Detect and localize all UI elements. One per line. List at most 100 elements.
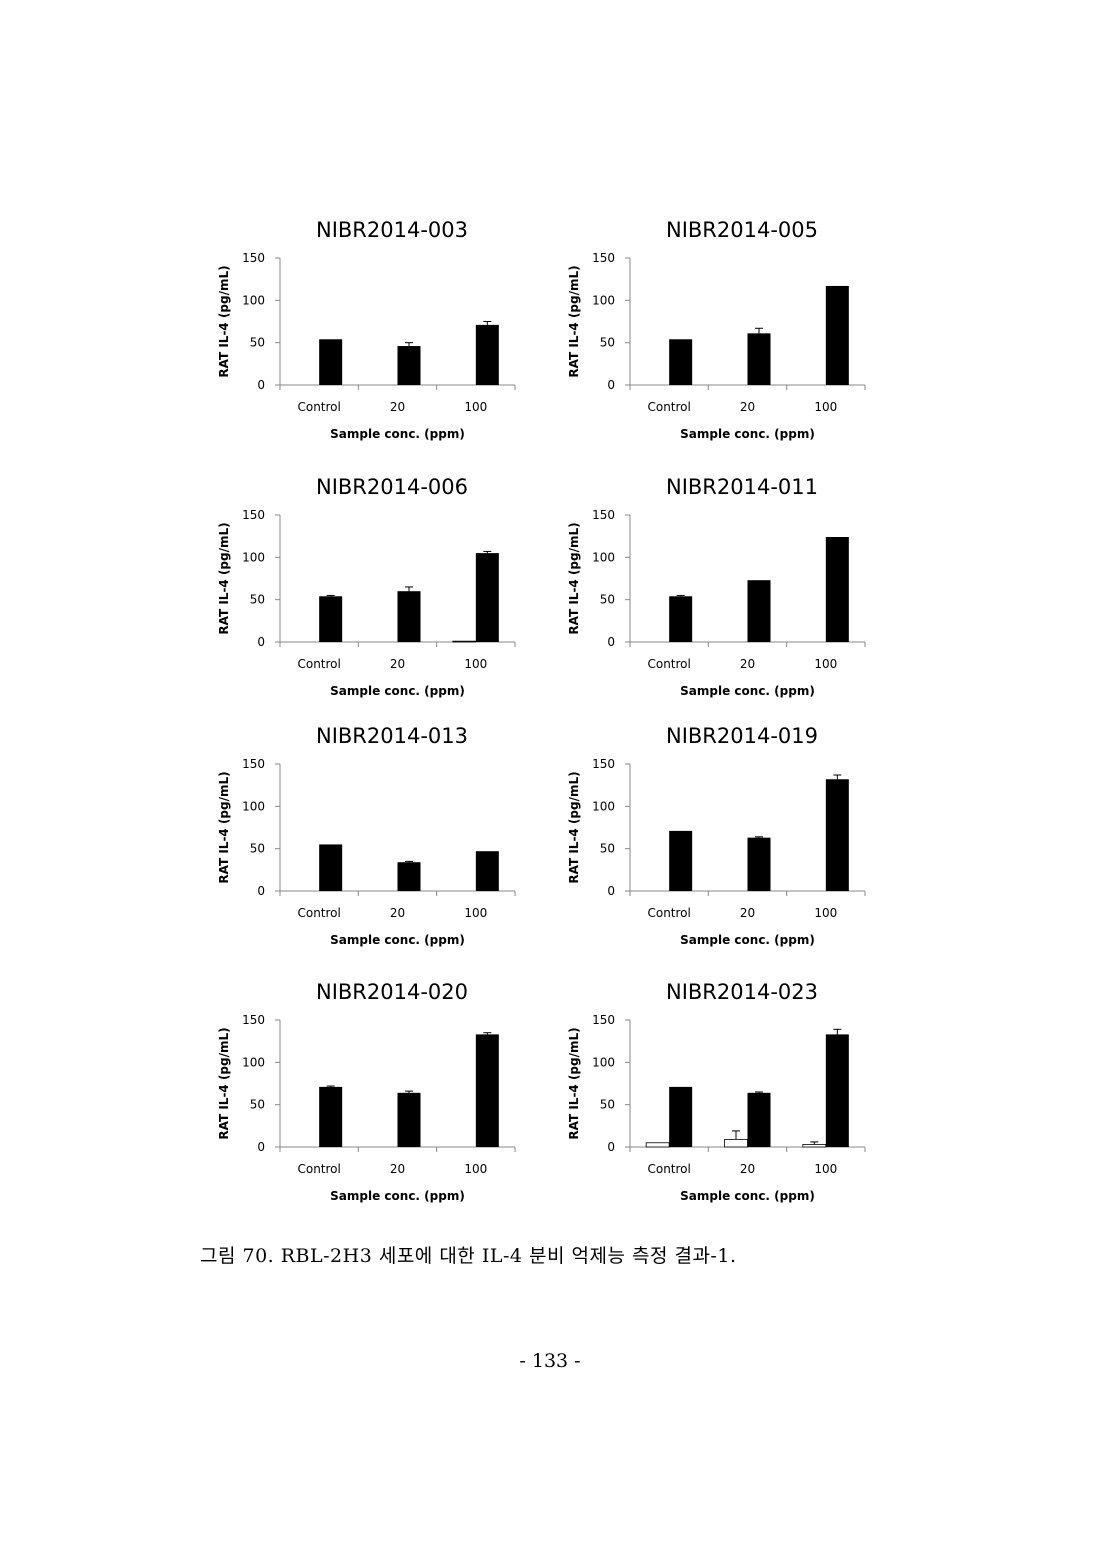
y-tick-label: 0 bbox=[257, 378, 265, 392]
bar-filled bbox=[319, 596, 343, 642]
bar-filled bbox=[397, 1092, 421, 1147]
x-tick-label: 100 bbox=[464, 1162, 487, 1176]
y-tick-label: 150 bbox=[592, 757, 615, 771]
y-tick-label: 100 bbox=[592, 799, 615, 813]
bar-open bbox=[724, 1138, 748, 1148]
x-tick-label: 20 bbox=[390, 906, 405, 920]
bar-filled bbox=[319, 1086, 343, 1147]
y-tick-label: 0 bbox=[607, 884, 615, 898]
x-axis-label: Sample conc. (ppm) bbox=[330, 933, 465, 947]
figure-caption: 그림 70. RBL-2H3 세포에 대한 IL-4 분비 억제능 측정 결과-… bbox=[200, 1245, 737, 1267]
bar-filled bbox=[825, 1034, 849, 1147]
y-axis-label: RAT IL-4 (pg/mL) bbox=[217, 265, 231, 377]
x-tick-label: 100 bbox=[814, 400, 837, 414]
y-tick-label: 150 bbox=[242, 251, 265, 265]
x-tick-label: 100 bbox=[814, 1162, 837, 1176]
y-tick-label: 100 bbox=[592, 550, 615, 564]
bar-open bbox=[645, 1142, 670, 1148]
y-tick-label: 50 bbox=[250, 336, 265, 350]
x-axis-label: Sample conc. (ppm) bbox=[680, 427, 815, 441]
chart-title: NIBR2014-019 bbox=[666, 724, 818, 748]
bar-filled bbox=[669, 830, 693, 891]
bar-filled bbox=[747, 580, 771, 642]
chart-svg: NIBR2014-013 0 50 100 150 Control 20 100 Sample … bbox=[217, 724, 516, 947]
y-axis-label: RAT IL-4 (pg/mL) bbox=[567, 1027, 581, 1139]
chart-svg: NIBR2014-003 0 50 100 150 Control 20 100 Sample … bbox=[217, 218, 516, 441]
y-axis-label: RAT IL-4 (pg/mL) bbox=[567, 265, 581, 377]
chart-panel: NIBR2014-023 0 50 100 150 Control 20 100 Sample … bbox=[555, 977, 895, 1222]
x-tick-label: 100 bbox=[464, 400, 487, 414]
y-tick-label: 150 bbox=[242, 508, 265, 522]
chart-svg: NIBR2014-011 0 50 100 150 Control 20 100 Sample … bbox=[567, 475, 866, 698]
bar-open bbox=[452, 640, 477, 643]
bar-filled bbox=[669, 1086, 693, 1147]
chart-panel: NIBR2014-011 0 50 100 150 Control 20 100 Sample … bbox=[555, 472, 895, 717]
y-axis-label: RAT IL-4 (pg/mL) bbox=[567, 771, 581, 883]
y-axis-label: RAT IL-4 (pg/mL) bbox=[567, 522, 581, 634]
x-tick-label: 100 bbox=[814, 657, 837, 671]
x-axis-label: Sample conc. (ppm) bbox=[680, 1189, 815, 1203]
x-tick-label: Control bbox=[647, 657, 690, 671]
bar-filled bbox=[397, 346, 421, 385]
bar-filled bbox=[319, 844, 343, 891]
x-tick-label: 20 bbox=[390, 1162, 405, 1176]
chart-title: NIBR2014-003 bbox=[316, 218, 468, 242]
page-number: - 133 - bbox=[519, 1350, 581, 1372]
x-tick-label: Control bbox=[647, 906, 690, 920]
y-tick-label: 50 bbox=[250, 1098, 265, 1112]
x-tick-label: 20 bbox=[390, 657, 405, 671]
chart-svg: NIBR2014-006 0 50 100 150 Control 20 100 Sample … bbox=[217, 475, 516, 698]
y-tick-label: 150 bbox=[592, 508, 615, 522]
bar-filled bbox=[747, 333, 771, 385]
chart-title: NIBR2014-020 bbox=[316, 980, 468, 1004]
y-tick-label: 0 bbox=[607, 1140, 615, 1154]
x-tick-label: Control bbox=[647, 400, 690, 414]
x-tick-label: 100 bbox=[464, 906, 487, 920]
y-tick-label: 50 bbox=[250, 593, 265, 607]
x-tick-label: 20 bbox=[740, 1162, 755, 1176]
bar-filled bbox=[747, 837, 771, 891]
chart-title: NIBR2014-023 bbox=[666, 980, 818, 1004]
x-axis-label: Sample conc. (ppm) bbox=[330, 427, 465, 441]
chart-title: NIBR2014-005 bbox=[666, 218, 818, 242]
y-tick-label: 0 bbox=[257, 635, 265, 649]
bar-filled bbox=[825, 285, 849, 385]
y-axis-label: RAT IL-4 (pg/mL) bbox=[217, 771, 231, 883]
bar-filled bbox=[669, 339, 693, 385]
chart-svg: NIBR2014-019 0 50 100 150 Control 20 100 Sample … bbox=[567, 724, 866, 947]
chart-svg: NIBR2014-023 0 50 100 150 Control 20 100 Sample … bbox=[567, 980, 866, 1203]
bar-open bbox=[802, 1144, 827, 1148]
x-axis-label: Sample conc. (ppm) bbox=[680, 933, 815, 947]
y-tick-label: 150 bbox=[242, 1013, 265, 1027]
x-tick-label: Control bbox=[647, 1162, 690, 1176]
chart-title: NIBR2014-006 bbox=[316, 475, 468, 499]
x-axis-label: Sample conc. (ppm) bbox=[680, 684, 815, 698]
y-tick-label: 0 bbox=[607, 635, 615, 649]
chart-panel: NIBR2014-013 0 50 100 150 Control 20 100 Sample … bbox=[205, 721, 545, 966]
y-tick-label: 50 bbox=[600, 1098, 615, 1112]
bar-filled bbox=[475, 1034, 499, 1147]
x-tick-label: Control bbox=[297, 1162, 340, 1176]
bar-filled bbox=[747, 1092, 771, 1147]
y-tick-label: 0 bbox=[257, 1140, 265, 1154]
x-tick-label: 20 bbox=[740, 400, 755, 414]
x-tick-label: Control bbox=[297, 400, 340, 414]
y-axis-label: RAT IL-4 (pg/mL) bbox=[217, 1027, 231, 1139]
x-tick-label: 100 bbox=[464, 657, 487, 671]
y-tick-label: 50 bbox=[600, 336, 615, 350]
y-tick-label: 50 bbox=[600, 593, 615, 607]
x-tick-label: Control bbox=[297, 906, 340, 920]
y-tick-label: 100 bbox=[242, 550, 265, 564]
x-tick-label: 20 bbox=[740, 906, 755, 920]
chart-svg: NIBR2014-005 0 50 100 150 Control 20 100 Sample … bbox=[567, 218, 866, 441]
x-tick-label: 100 bbox=[814, 906, 837, 920]
bar-filled bbox=[319, 339, 343, 385]
chart-panel: NIBR2014-020 0 50 100 150 Control 20 100 Sample … bbox=[205, 977, 545, 1222]
x-axis-label: Sample conc. (ppm) bbox=[330, 1189, 465, 1203]
x-tick-label: Control bbox=[297, 657, 340, 671]
y-tick-label: 0 bbox=[257, 884, 265, 898]
y-axis-label: RAT IL-4 (pg/mL) bbox=[217, 522, 231, 634]
x-tick-label: 20 bbox=[740, 657, 755, 671]
y-tick-label: 150 bbox=[592, 1013, 615, 1027]
chart-panel: NIBR2014-006 0 50 100 150 Control 20 100 Sample … bbox=[205, 472, 545, 717]
